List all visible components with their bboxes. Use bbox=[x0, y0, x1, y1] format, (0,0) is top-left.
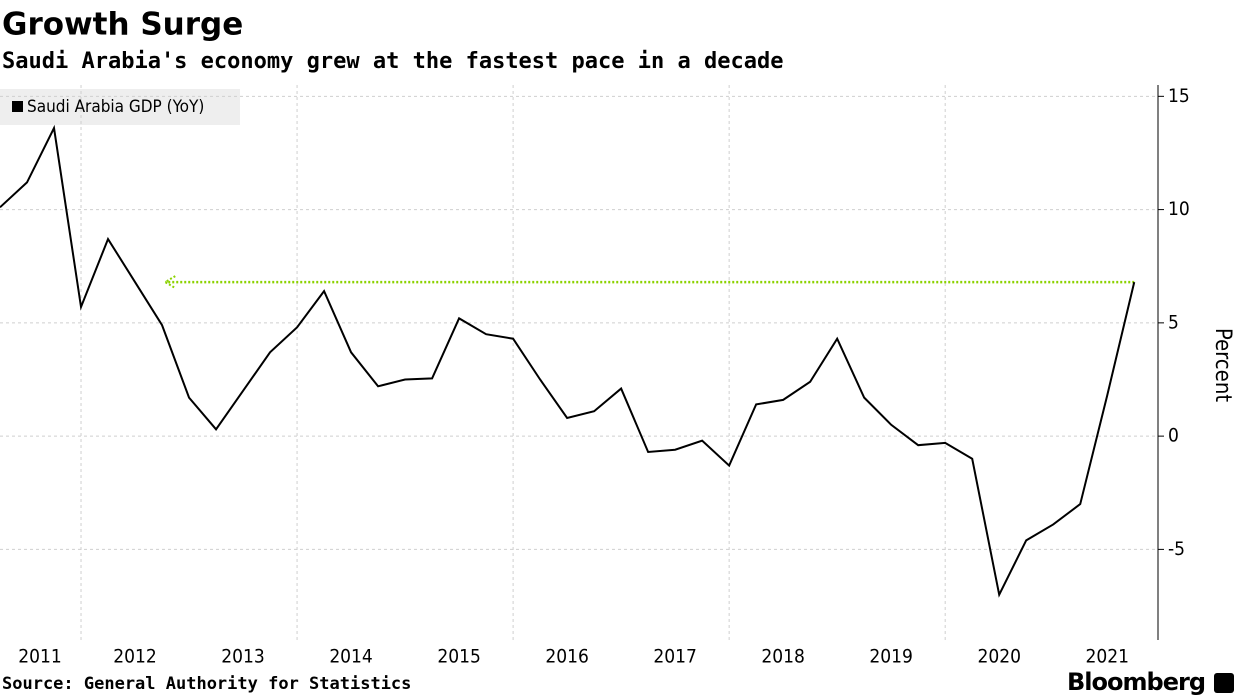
x-tick-label: 2020 bbox=[977, 646, 1021, 668]
x-tick-label: 2021 bbox=[1085, 646, 1129, 668]
y-axis-label: Percent bbox=[1210, 328, 1235, 403]
legend-swatch bbox=[12, 101, 23, 112]
x-tick-label: 2015 bbox=[437, 646, 481, 668]
x-tick-label: 2012 bbox=[113, 646, 157, 668]
y-tick-label: -5 bbox=[1168, 538, 1185, 560]
legend bbox=[0, 89, 240, 125]
y-tick-label: 0 bbox=[1168, 425, 1179, 447]
brand: Bloomberg bbox=[1067, 668, 1205, 696]
x-tick-label: 2017 bbox=[653, 646, 697, 668]
chart-title: Growth Surge bbox=[2, 7, 243, 43]
brand-icon bbox=[1214, 673, 1234, 693]
x-tick-label: 2014 bbox=[329, 646, 373, 668]
line bbox=[0, 124, 1136, 598]
y-tick-label: 10 bbox=[1168, 198, 1190, 220]
x-tick-label: 2019 bbox=[869, 646, 913, 668]
y-tick-label: 15 bbox=[1168, 85, 1190, 107]
chart-subtitle: Saudi Arabia's economy grew at the faste… bbox=[2, 49, 783, 74]
x-tick-label: 2011 bbox=[18, 646, 62, 668]
x-tick-label: 2016 bbox=[545, 646, 589, 668]
x-tick-label: 2013 bbox=[221, 646, 265, 668]
legend-label: Saudi Arabia GDP (YoY) bbox=[27, 97, 204, 117]
y-tick-label: 5 bbox=[1168, 311, 1179, 333]
x-tick-label: 2018 bbox=[761, 646, 805, 668]
source: Source: General Authority for Statistics bbox=[2, 674, 411, 694]
